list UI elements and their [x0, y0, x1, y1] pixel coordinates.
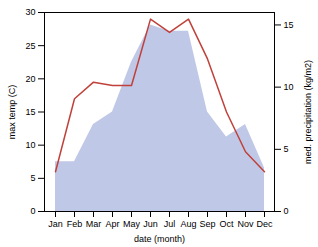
svg-text:10: 10: [25, 140, 35, 150]
svg-text:15: 15: [284, 20, 294, 30]
svg-text:Jan: Jan: [48, 219, 63, 229]
svg-text:max temp (C): max temp (C): [7, 85, 17, 140]
svg-text:Dec: Dec: [256, 219, 273, 229]
svg-text:20: 20: [25, 74, 35, 84]
svg-text:25: 25: [25, 41, 35, 51]
svg-text:Oct: Oct: [219, 219, 234, 229]
svg-text:15: 15: [25, 107, 35, 117]
svg-text:Nov: Nov: [237, 219, 254, 229]
svg-text:5: 5: [30, 173, 35, 183]
svg-text:Sep: Sep: [199, 219, 215, 229]
svg-text:Mar: Mar: [86, 219, 102, 229]
svg-text:Apr: Apr: [105, 219, 119, 229]
svg-text:Jun: Jun: [143, 219, 158, 229]
svg-text:med. precipitation (kg/m2): med. precipitation (kg/m2): [303, 60, 313, 164]
svg-text:date (month): date (month): [134, 234, 185, 244]
svg-text:30: 30: [25, 7, 35, 17]
svg-text:Jul: Jul: [164, 219, 176, 229]
svg-text:0: 0: [284, 206, 289, 216]
svg-text:May: May: [123, 219, 141, 229]
svg-text:5: 5: [284, 144, 289, 154]
svg-text:10: 10: [284, 82, 294, 92]
svg-text:0: 0: [30, 206, 35, 216]
svg-text:Feb: Feb: [67, 219, 83, 229]
svg-text:Aug: Aug: [180, 219, 196, 229]
